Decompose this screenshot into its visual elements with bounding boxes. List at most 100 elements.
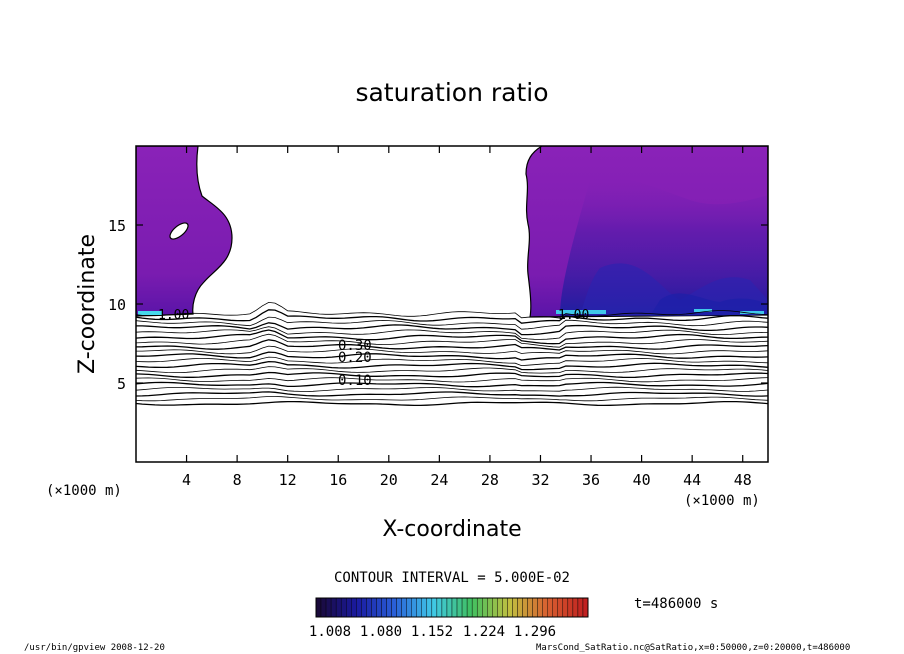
colorbar-cell bbox=[456, 597, 463, 618]
contour-line bbox=[136, 316, 768, 330]
x-tick-label: 24 bbox=[430, 471, 448, 489]
colorbar-cell bbox=[411, 597, 417, 618]
x-tick-label: 48 bbox=[734, 471, 752, 489]
x-axis-ticks: 4 8 12 16 20 24 28 32 36 40 44 48 bbox=[182, 146, 752, 489]
colorbar-labels: 1.008 1.080 1.152 1.224 1.296 bbox=[309, 624, 556, 640]
colorbar-label: 1.296 bbox=[514, 624, 556, 640]
colorbar-cell bbox=[547, 597, 553, 618]
contour-label: 0.10 bbox=[338, 373, 372, 389]
colorbar-cell bbox=[507, 597, 513, 618]
x-tick-label: 20 bbox=[380, 471, 398, 489]
x-unit-label: (×1000 m) bbox=[684, 493, 760, 509]
colorbar-cell bbox=[441, 597, 448, 618]
contour-line bbox=[136, 400, 768, 407]
colorbar-cell bbox=[522, 597, 528, 618]
contour-line bbox=[136, 301, 768, 319]
colorbar-cell bbox=[320, 597, 327, 618]
colorbar-cell bbox=[552, 597, 558, 618]
contour-line bbox=[136, 339, 768, 351]
colorbar-cell bbox=[426, 597, 433, 618]
colorbar-cell bbox=[401, 597, 407, 618]
colorbar-cell bbox=[466, 597, 473, 618]
contour-line bbox=[136, 391, 768, 397]
y-tick-label: 10 bbox=[108, 296, 126, 314]
y-tick-label: 15 bbox=[108, 217, 126, 235]
z-unit-label: (×1000 m) bbox=[46, 483, 122, 499]
colorbar-cell bbox=[356, 597, 362, 618]
colorbar-cell bbox=[361, 597, 367, 618]
y-axis-label: Z-coordinate bbox=[75, 234, 100, 374]
colorbar-cell bbox=[406, 597, 412, 618]
contour-line bbox=[136, 366, 768, 374]
colorbar-label: 1.152 bbox=[411, 624, 453, 640]
y-axis-ticks: 5 10 15 bbox=[108, 217, 768, 393]
colorbar-cell bbox=[517, 597, 523, 618]
chart-title: saturation ratio bbox=[355, 78, 548, 107]
colorbar bbox=[315, 597, 589, 618]
colorbar-cell bbox=[557, 597, 564, 618]
footer-right: MarsCond_SatRatio.nc@SatRatio,x=0:50000,… bbox=[536, 643, 850, 653]
contour-line bbox=[136, 309, 768, 324]
colorbar-cell bbox=[567, 597, 574, 618]
contour-label: 1.00 bbox=[558, 308, 589, 323]
x-tick-label: 12 bbox=[279, 471, 297, 489]
colorbar-cell bbox=[512, 597, 518, 618]
contour-label: 0.20 bbox=[338, 350, 372, 366]
x-tick-label: 36 bbox=[582, 471, 600, 489]
colorbar-cell bbox=[416, 597, 422, 618]
contour-line bbox=[136, 351, 768, 361]
contour-interval: CONTOUR INTERVAL = 5.000E-02 bbox=[334, 570, 570, 586]
contour-lines bbox=[136, 301, 768, 407]
x-tick-label: 32 bbox=[531, 471, 549, 489]
contour-line bbox=[136, 326, 768, 340]
colorbar-cell bbox=[330, 597, 337, 618]
colorbar-cell bbox=[436, 597, 443, 618]
x-tick-label: 28 bbox=[481, 471, 499, 489]
footer-left: /usr/bin/gpview 2008-12-20 bbox=[24, 643, 165, 653]
colorbar-cell bbox=[572, 597, 579, 618]
y-tick-label: 5 bbox=[117, 375, 126, 393]
time-label: t=486000 s bbox=[634, 596, 718, 612]
contour-line bbox=[136, 371, 768, 379]
colorbar-cell bbox=[346, 597, 352, 618]
colorbar-label: 1.008 bbox=[309, 624, 351, 640]
colorbar-cell bbox=[446, 597, 453, 618]
x-tick-label: 44 bbox=[683, 471, 701, 489]
colorbar-cell bbox=[335, 597, 342, 618]
colorbar-cell bbox=[431, 597, 438, 618]
x-axis-label: X-coordinate bbox=[382, 517, 521, 542]
colorbar-cell bbox=[577, 597, 584, 618]
colorbar-label: 1.080 bbox=[360, 624, 402, 640]
colorbar-cell bbox=[562, 597, 569, 618]
contour-line bbox=[136, 386, 768, 392]
colorbar-cell bbox=[471, 597, 478, 618]
colorbar-cell bbox=[532, 597, 538, 618]
colorbar-cell bbox=[351, 597, 357, 618]
contour-line bbox=[136, 377, 768, 383]
contour-line bbox=[136, 360, 768, 371]
colorbar-cell bbox=[542, 597, 548, 618]
colorbar-cell bbox=[315, 597, 322, 618]
colorbar-cell bbox=[502, 597, 508, 618]
colorbar-cell bbox=[376, 597, 382, 618]
colorbar-cell bbox=[487, 597, 493, 618]
dry-pocket bbox=[169, 222, 189, 240]
contour-line bbox=[136, 396, 768, 402]
colorbar-cell bbox=[421, 597, 428, 618]
colorbar-cell bbox=[325, 597, 332, 618]
contour-line bbox=[136, 381, 768, 388]
contour-line bbox=[136, 345, 768, 355]
colorbar-cell bbox=[396, 597, 402, 618]
contour-line bbox=[136, 322, 768, 336]
colorbar-cell bbox=[476, 597, 483, 618]
colorbar-cell bbox=[386, 597, 392, 618]
x-tick-label: 8 bbox=[233, 471, 242, 489]
x-tick-label: 40 bbox=[633, 471, 651, 489]
colorbar-cell bbox=[497, 597, 503, 618]
colorbar-cell bbox=[492, 597, 498, 618]
colorbar-cell bbox=[451, 597, 458, 618]
colorbar-cell bbox=[582, 597, 589, 618]
colorbar-cell bbox=[391, 597, 397, 618]
contour-labels: 1.00 1.00 0.30 0.20 0.10 bbox=[158, 308, 589, 389]
colorbar-cell bbox=[461, 597, 468, 618]
